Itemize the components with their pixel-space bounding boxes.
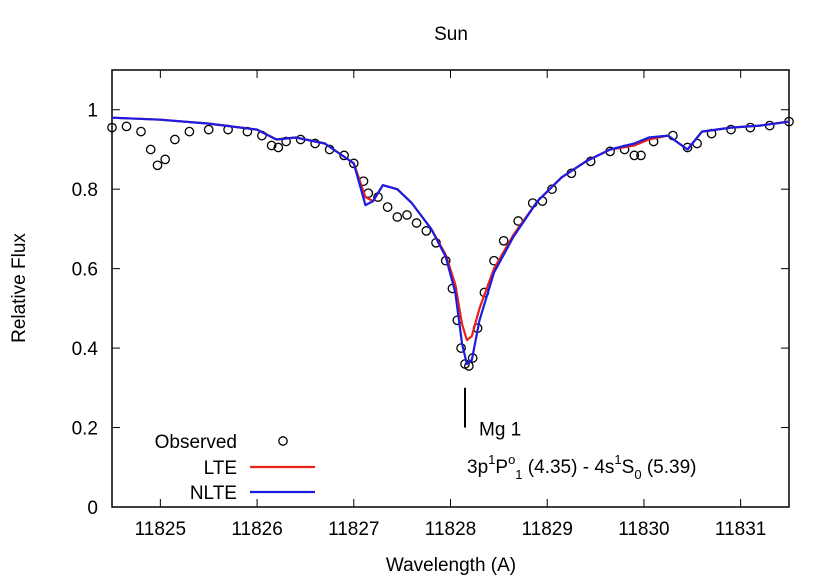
observed-point — [636, 150, 646, 161]
legend-label-observed: Observed — [155, 432, 237, 453]
x-tick-label: 11827 — [328, 519, 379, 540]
observed-point — [152, 160, 163, 171]
transition-label: 3p1Po1 (4.35) - 4s1S0 (5.39) — [467, 452, 696, 482]
nlte-line — [111, 116, 790, 366]
transition-part: (4.35) - 4s — [523, 457, 615, 478]
observed-point — [203, 124, 214, 135]
x-axis-title: Wavelength (A) — [386, 555, 516, 576]
observed-point — [348, 158, 359, 169]
observed-point — [160, 154, 171, 165]
observed-point — [392, 212, 403, 222]
y-axis-title: Relative Flux — [9, 233, 30, 343]
transition-part: 3p — [467, 457, 488, 478]
observed-point — [726, 124, 736, 135]
legend-label-nlte: NLTE — [190, 483, 237, 504]
transition-part: S — [622, 457, 635, 478]
observed-point — [121, 121, 132, 132]
transition-part: 1 — [515, 467, 522, 482]
observed-point — [629, 150, 640, 161]
observed-point — [421, 226, 432, 236]
x-tick-label: 11826 — [231, 519, 282, 540]
series-observed — [107, 116, 794, 371]
observed-point — [145, 144, 156, 155]
y-tick-label: 0.2 — [72, 419, 98, 440]
observed-point — [339, 150, 349, 161]
series-layer — [107, 116, 794, 371]
legend-swatch-observed — [278, 436, 288, 446]
transition-part: 1 — [488, 452, 495, 467]
observed-point — [170, 134, 180, 145]
transition-part: (5.39) — [642, 457, 697, 478]
x-tick-label: 11830 — [618, 519, 669, 540]
x-tick-label: 11831 — [715, 519, 766, 540]
x-axis: 11825 11826 11827 11828 11829 11830 11831 — [135, 70, 766, 540]
observed-point — [310, 138, 320, 149]
y-tick-label: 0 — [87, 498, 98, 519]
y-tick-label: 1 — [87, 101, 98, 122]
observed-point — [498, 235, 509, 246]
observed-point — [136, 126, 146, 137]
legend-label-lte: LTE — [204, 458, 237, 479]
transition-part: 1 — [614, 452, 621, 467]
y-tick-label: 0.8 — [72, 180, 98, 201]
x-tick-label: 11829 — [521, 519, 572, 540]
transition-part: o — [508, 452, 515, 467]
observed-point — [547, 184, 557, 195]
observed-point — [382, 202, 393, 212]
observed-point — [266, 140, 277, 151]
observed-point — [402, 210, 412, 220]
x-tick-label: 11828 — [425, 519, 476, 540]
y-tick-label: 0.4 — [72, 339, 99, 360]
observed-point — [411, 218, 422, 228]
mg-label: Mg 1 — [479, 420, 521, 441]
transition-part: 0 — [634, 467, 641, 482]
chart-title: Sun — [434, 24, 468, 45]
observed-point — [281, 136, 291, 147]
legend: Observed LTE NLTE — [155, 432, 315, 504]
observed-point — [273, 142, 284, 153]
observed-point — [745, 122, 756, 133]
y-tick-label: 0.6 — [72, 260, 98, 281]
observed-point — [107, 122, 117, 133]
transition-part: P — [495, 457, 508, 478]
series-nlte — [111, 116, 790, 366]
y-axis: 0 0.2 0.4 0.6 0.8 1 — [72, 101, 789, 519]
observed-point — [184, 126, 195, 137]
x-tick-label: 11825 — [135, 519, 186, 540]
